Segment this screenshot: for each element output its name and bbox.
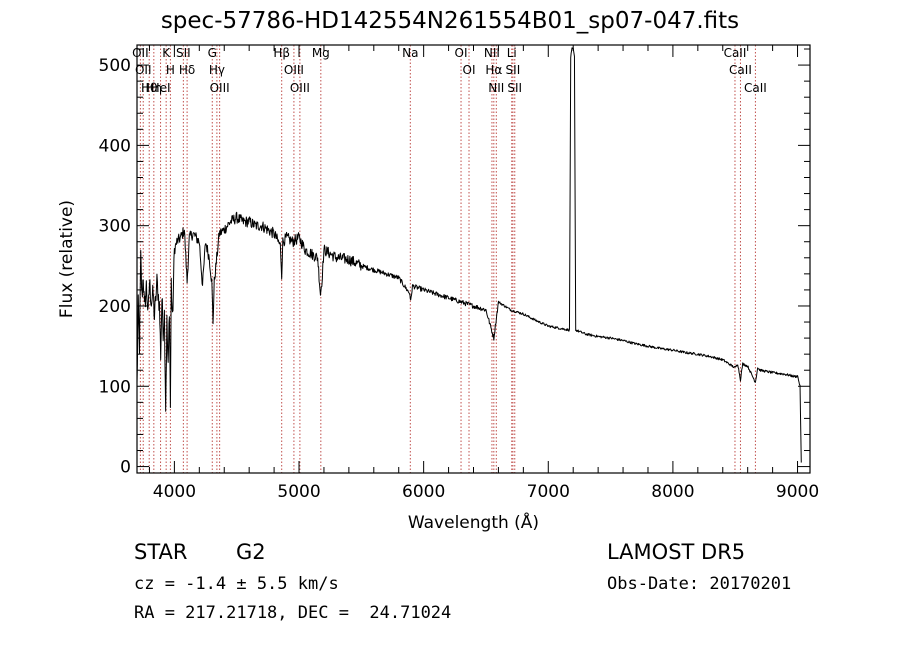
x-tick-label: 7000 — [527, 482, 570, 502]
spectral-line-label: Hγ — [209, 63, 225, 77]
spectral-line-label: K — [162, 46, 171, 60]
object-class: STAR — [134, 540, 188, 564]
spectral-line-label: OIII — [210, 81, 230, 95]
spectral-line-label: CaII — [729, 63, 752, 77]
coordinates-readout: RA = 217.21718, DEC = 24.71024 — [134, 603, 452, 623]
spectrum-series — [136, 47, 802, 463]
y-tick-label: 300 — [99, 217, 131, 237]
axes: 4000 5000 6000 7000 8000 9000 0 100 200 300 400 500… — [57, 44, 819, 533]
spectral-line-label: Hβ — [273, 46, 290, 60]
spectral-line-label: SII — [506, 63, 521, 77]
y-tick-label: 500 — [99, 56, 131, 76]
x-tick-label: 8000 — [651, 482, 694, 502]
survey-name: LAMOST DR5 — [607, 540, 746, 564]
spectral-line-label: Hθ — [141, 81, 157, 95]
spectral-line-label: NII — [484, 46, 500, 60]
spectral-line-label: Li — [507, 46, 517, 60]
y-tick-label: 100 — [99, 377, 131, 397]
spectral-lines — [139, 45, 756, 473]
observation-date: Obs-Date: 20170201 — [607, 574, 792, 594]
spectral-line-label: HeI — [151, 81, 171, 95]
spectrum-line — [136, 47, 802, 463]
spectral-line-label: G — [208, 46, 217, 60]
spectral-line-label: OI — [463, 63, 476, 77]
spectral-line-label: SII — [507, 81, 522, 95]
y-tick-label: 400 — [99, 136, 131, 156]
x-axis-label: Wavelength (Å) — [408, 511, 539, 533]
spectral-line-label: Na — [402, 46, 418, 60]
x-tick-label: 5000 — [277, 482, 320, 502]
spectral-line-label: OIII — [284, 63, 304, 77]
spectral-line-label: OII — [135, 63, 152, 77]
plot-frame — [136, 44, 811, 474]
y-tick-label: 200 — [99, 297, 131, 317]
spectral-line-label: OI — [455, 46, 468, 60]
spectral-line-label: Hη — [146, 81, 163, 95]
chart-title: spec-57786-HD142554N261554B01_sp07-047.f… — [160, 8, 740, 34]
spectral-line-label: OIII — [290, 81, 310, 95]
spectral-line-label: Hα — [485, 63, 502, 77]
x-tick-label: 6000 — [402, 482, 445, 502]
spectral-line-label: Mg — [312, 46, 330, 60]
spectral-line-label: Hδ — [179, 63, 195, 77]
y-axis-label: Flux (relative) — [57, 200, 77, 318]
spectral-line-label: SII — [176, 46, 191, 60]
spectral-line-label: H — [166, 63, 175, 77]
spectral-line-label: CaII — [724, 46, 747, 60]
spectral-line-label: OII — [132, 46, 149, 60]
spectral-line-label: NII — [488, 81, 504, 95]
redshift-readout: cz = -1.4 ± 5.5 km/s — [134, 574, 339, 594]
y-tick-label: 0 — [120, 458, 131, 478]
x-tick-label: 9000 — [776, 482, 819, 502]
object-subclass: G2 — [236, 540, 266, 564]
spectral-line-label: CaII — [744, 81, 767, 95]
x-tick-label: 4000 — [153, 482, 196, 502]
